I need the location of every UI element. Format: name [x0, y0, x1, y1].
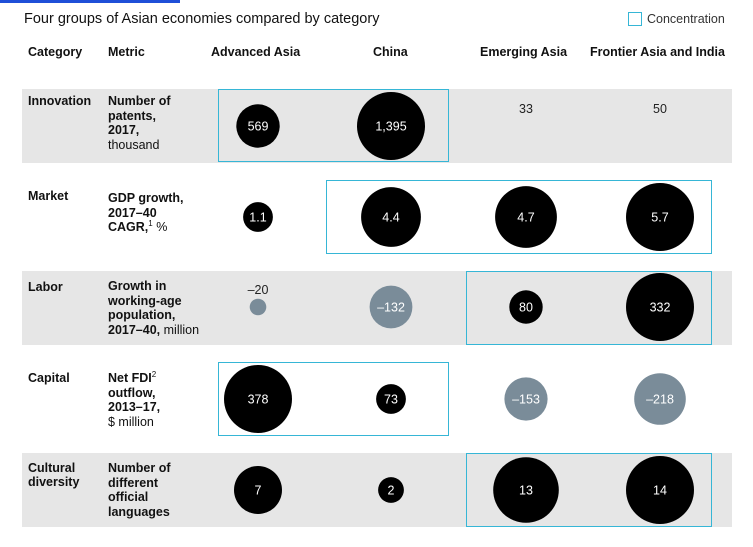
- header-metric: Metric: [108, 45, 145, 59]
- data-label-market-frontier-asia-and-india: 5.7: [651, 211, 668, 225]
- data-label-cultural-diversity-advanced-asia: 7: [255, 484, 262, 498]
- metric-line: Number of: [108, 94, 171, 108]
- header-china: China: [373, 45, 408, 59]
- concentration-box-cultural-diversity: [466, 453, 712, 527]
- bubble-labor-frontier-asia-and-india: [626, 273, 694, 341]
- bubble-innovation-china: [357, 92, 425, 160]
- footnote-marker: 1: [148, 218, 153, 228]
- metric-unit: thousand: [108, 137, 160, 152]
- bubble-labor-china: [369, 285, 413, 329]
- metric-line: patents,: [108, 108, 156, 123]
- data-label-labor-emerging-asia: 80: [519, 301, 533, 315]
- category-line: Cultural: [28, 461, 76, 475]
- metric-innovation: Number of patents, 2017, thousand: [108, 94, 171, 152]
- bubble-cultural-diversity-china: [378, 477, 404, 503]
- metric-line: Growth in: [108, 279, 167, 293]
- category-labor: Labor: [28, 280, 63, 294]
- concentration-box-market: [326, 180, 712, 254]
- metric-line: 2017–40: [108, 205, 157, 220]
- metric-line: population,: [108, 308, 176, 322]
- metric-line: different: [108, 475, 158, 490]
- data-label-capital-frontier-asia-and-india: –218: [646, 393, 674, 407]
- metric-cultural-diversity: Number of different official languages: [108, 461, 171, 519]
- chart-title: Four groups of Asian economies compared …: [24, 11, 380, 27]
- header-category: Category: [28, 45, 83, 59]
- legend-concentration-swatch: [628, 12, 642, 26]
- metric-line: official: [108, 490, 149, 504]
- data-label-cultural-diversity-emerging-asia: 13: [519, 484, 533, 498]
- header-emerging-asia: Emerging Asia: [480, 45, 568, 59]
- bubble-market-frontier-asia-and-india: [626, 183, 694, 251]
- metric-unit: million: [163, 322, 200, 337]
- bubble-market-emerging-asia: [495, 186, 557, 248]
- metric-unit: $ million: [108, 414, 154, 429]
- category-innovation: Innovation: [28, 94, 92, 108]
- data-label-market-china: 4.4: [382, 211, 399, 225]
- bubble-cultural-diversity-frontier-asia-and-india: [626, 456, 694, 524]
- concentration-box-labor: [466, 271, 712, 345]
- data-label-capital-advanced-asia: 378: [248, 393, 269, 407]
- metric-market: GDP growth, 2017–40 CAGR,1 %: [108, 191, 183, 235]
- category-capital: Capital: [28, 371, 70, 385]
- bubble-labor-emerging-asia: [509, 290, 543, 324]
- data-label-innovation-emerging-asia: 33: [519, 102, 533, 116]
- metric-line: Net FDI: [108, 371, 152, 385]
- bubble-capital-frontier-asia-and-india: [634, 373, 686, 425]
- data-label-market-advanced-asia: 1.1: [249, 211, 266, 225]
- metric-line: CAGR,: [108, 220, 149, 234]
- legend: Concentration: [628, 10, 725, 28]
- bubble-market-advanced-asia: [243, 202, 273, 232]
- header-frontier-asia-india: Frontier Asia and India: [590, 45, 725, 59]
- bubble-capital-china: [376, 384, 406, 414]
- data-label-labor-advanced-asia: –20: [248, 283, 269, 297]
- category-cultural-diversity: Cultural diversity: [28, 461, 79, 489]
- bubble-capital-advanced-asia: [224, 365, 292, 433]
- data-label-innovation-frontier-asia-and-india: 50: [653, 102, 667, 116]
- data-label-market-emerging-asia: 4.7: [517, 211, 534, 225]
- concentration-box-capital: [218, 362, 449, 436]
- metric-capital: Net FDI2 outflow, 2013–17, $ million: [108, 369, 161, 429]
- metric-line: GDP growth,: [108, 191, 184, 205]
- category-line: diversity: [28, 475, 80, 489]
- metric-line: Number of: [108, 461, 171, 475]
- data-label-innovation-china: 1,395: [375, 120, 406, 134]
- metric-line: 2017–40,: [108, 322, 161, 337]
- data-label-labor-china: –132: [377, 301, 405, 315]
- bubble-labor-advanced-asia: [249, 298, 267, 316]
- data-label-capital-emerging-asia: –153: [512, 393, 540, 407]
- header-advanced-asia: Advanced Asia: [211, 45, 301, 59]
- row-background-cultural-diversity: [22, 453, 732, 527]
- top-accent-line: [0, 0, 180, 3]
- legend-concentration-label: Concentration: [647, 12, 725, 26]
- metric-line: 2013–17,: [108, 400, 161, 414]
- metric-line: languages: [108, 504, 170, 519]
- footnote-marker: 2: [151, 369, 157, 379]
- data-label-labor-frontier-asia-and-india: 332: [650, 301, 671, 315]
- metric-line: working-age: [108, 293, 182, 308]
- bubble-cultural-diversity-advanced-asia: [234, 466, 282, 514]
- data-label-capital-china: 73: [384, 393, 398, 407]
- data-label-cultural-diversity-frontier-asia-and-india: 14: [653, 484, 667, 498]
- metric-line: 2017,: [108, 123, 140, 137]
- bubble-innovation-advanced-asia: [236, 104, 280, 148]
- metric-line: outflow,: [108, 385, 156, 400]
- category-market: Market: [28, 189, 69, 203]
- concentration-box-innovation: [218, 89, 449, 162]
- metric-labor: Growth in working-age population, 2017–4…: [108, 279, 199, 337]
- metric-unit: %: [156, 220, 168, 234]
- data-label-cultural-diversity-china: 2: [388, 484, 395, 498]
- bubble-cultural-diversity-emerging-asia: [493, 457, 559, 523]
- data-label-innovation-advanced-asia: 569: [248, 120, 269, 134]
- bubble-market-china: [361, 187, 421, 247]
- bubble-capital-emerging-asia: [504, 377, 548, 421]
